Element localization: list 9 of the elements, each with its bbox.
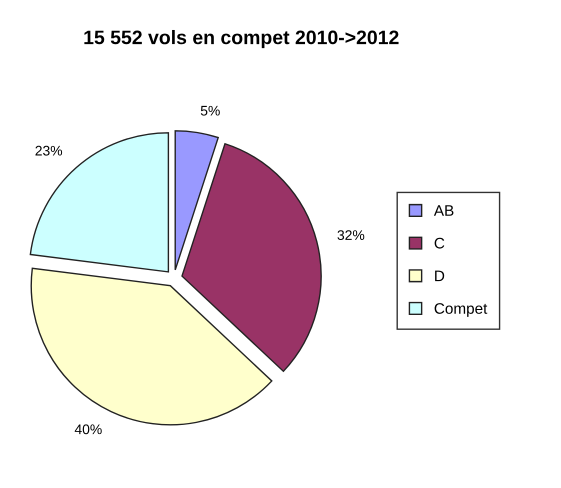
legend-label: D bbox=[435, 270, 444, 282]
data-label: 40% bbox=[74, 424, 102, 434]
chart-title: 15 552 vols en compet 2010->2012 bbox=[84, 30, 399, 48]
legend-label: AB bbox=[434, 205, 454, 216]
data-label: 23% bbox=[35, 146, 62, 156]
legend-label: C bbox=[434, 238, 444, 249]
data-label: 5% bbox=[200, 106, 220, 116]
legend-label: Compet bbox=[434, 303, 488, 317]
data-label: 32% bbox=[337, 230, 364, 240]
